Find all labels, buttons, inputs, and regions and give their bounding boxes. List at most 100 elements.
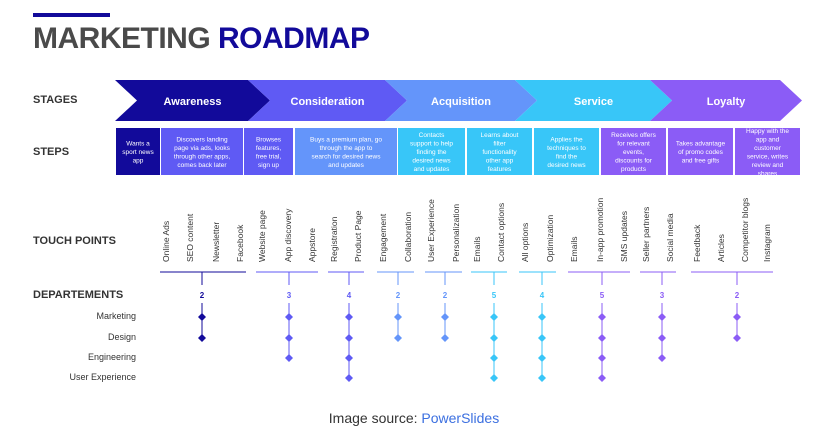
page-title: MARKETING ROADMAP xyxy=(33,22,370,56)
department-diamond-design xyxy=(598,334,606,342)
touch-point-label: Product Page xyxy=(353,210,363,262)
departments-label: DEPARTEMENTS xyxy=(33,289,124,301)
image-source: Image source: PowerSlides xyxy=(0,410,828,426)
department-count: 5 xyxy=(600,291,605,300)
step-text: Learns about filter functionality other app… xyxy=(481,132,519,173)
touch-point-label: SEO content xyxy=(185,213,195,262)
stage-label: Acquisition xyxy=(431,96,491,108)
touch-point-label: Articles xyxy=(716,234,726,262)
touch-point-label: Optimization xyxy=(545,214,555,262)
stage-chevron-consideration xyxy=(248,80,407,121)
touch-point-label: Collaboration xyxy=(403,212,413,262)
stage-chevron-acquisition xyxy=(385,80,537,121)
department-marketing: Marketing xyxy=(96,311,136,321)
stage-chevron-awareness xyxy=(115,80,270,121)
step-box xyxy=(161,128,243,175)
stage-label: Consideration xyxy=(291,96,365,108)
stage-label: Service xyxy=(574,96,613,108)
department-diamond-design xyxy=(538,334,546,342)
department-diamond-marketing xyxy=(733,313,741,321)
touch-points-label: TOUCH POINTS xyxy=(33,235,116,247)
department-diamond-marketing xyxy=(658,313,666,321)
department-diamond-design xyxy=(345,334,353,342)
step-text: Receives offers for relevant events, discou… xyxy=(611,132,656,173)
step-box xyxy=(116,128,160,175)
step-text: Buys a premium plan, go through the app t… xyxy=(310,136,382,169)
stage-label: Awareness xyxy=(164,96,222,108)
title-part-1: MARKETING xyxy=(33,22,218,55)
steps-label: STEPS xyxy=(33,146,70,158)
touch-point-label: User Experience xyxy=(426,199,436,262)
department-diamond-marketing xyxy=(394,313,402,321)
touch-point-label: Personalization xyxy=(451,204,461,262)
department-diamond-marketing xyxy=(345,313,353,321)
touch-point-label: SMS updates xyxy=(619,211,629,262)
department-diamond-design xyxy=(198,334,206,342)
department-diamond-marketing xyxy=(198,313,206,321)
source-link[interactable]: PowerSlides xyxy=(421,410,500,426)
touch-point-label: App discovery xyxy=(283,208,293,262)
touch-point-label: Seller partners xyxy=(641,207,651,262)
touch-point-label: Online Ads xyxy=(161,221,171,262)
touch-point-label: Emails xyxy=(569,236,579,262)
touch-point-label: Engagement xyxy=(378,213,388,262)
department-engineering: Engineering xyxy=(87,352,136,362)
roadmap-diagram: Awareness Consideration Acquisition Service… xyxy=(115,80,802,382)
step-text: Wants a sport news app xyxy=(122,141,154,165)
department-diamond-design xyxy=(658,334,666,342)
department-count: 4 xyxy=(347,291,352,300)
source-prefix: Image source: xyxy=(328,410,422,426)
step-text: Applies the techniques to find the desired … xyxy=(547,136,586,169)
stage-label: Loyalty xyxy=(707,96,746,108)
touch-point-label: All options xyxy=(520,223,530,262)
department-diamond-engineering xyxy=(598,354,606,362)
touch-point-label: Facebook xyxy=(235,224,245,262)
department-count: 3 xyxy=(287,291,292,300)
department-diamond-design xyxy=(733,334,741,342)
step-box xyxy=(467,128,532,175)
touch-point-label: Registration xyxy=(329,216,339,262)
step-box xyxy=(295,128,397,175)
title-accent-bar xyxy=(33,13,110,17)
stage-chevron-loyalty xyxy=(650,80,802,121)
touch-point-label: Feedback xyxy=(692,224,702,262)
step-text: Takes advantage of promo codes and free gi… xyxy=(676,141,726,165)
department-count: 3 xyxy=(660,291,665,300)
department-count: 4 xyxy=(540,291,545,300)
department-diamond-user-experience xyxy=(598,374,606,382)
department-diamond-engineering xyxy=(285,354,293,362)
department-diamond-marketing xyxy=(538,313,546,321)
touch-point-label: Social media xyxy=(665,213,675,262)
touch-point-label: Contact options xyxy=(496,203,506,262)
department-diamond-engineering xyxy=(345,354,353,362)
department-diamond-marketing xyxy=(490,313,498,321)
step-box xyxy=(534,128,599,175)
step-box xyxy=(398,128,465,175)
touch-point-label: Competitor blogs xyxy=(740,198,750,262)
touch-point-label: Emails xyxy=(472,236,482,262)
department-diamond-user-experience xyxy=(345,374,353,382)
department-diamond-design xyxy=(441,334,449,342)
touch-point-label: Newsletter xyxy=(211,222,221,262)
touch-point-label: Appstore xyxy=(307,228,317,262)
department-diamond-engineering xyxy=(490,354,498,362)
department-count: 2 xyxy=(396,291,401,300)
department-count: 5 xyxy=(492,291,497,300)
department-diamond-user-experience xyxy=(490,374,498,382)
step-box xyxy=(668,128,733,175)
step-box xyxy=(244,128,293,175)
department-diamond-marketing xyxy=(285,313,293,321)
department-user-experience: User Experience xyxy=(69,372,136,382)
stage-chevron-service xyxy=(515,80,672,121)
department-diamond-design xyxy=(490,334,498,342)
department-design: Design xyxy=(107,332,136,342)
step-text: Discovers landing page via ads, looks thro… xyxy=(174,136,231,169)
stages-label: STAGES xyxy=(33,94,78,106)
touch-point-label: Instagram xyxy=(762,224,772,262)
department-diamond-marketing xyxy=(441,313,449,321)
step-text: Happy with the app and customer service, wr… xyxy=(746,128,789,178)
step-text: Contacts support to help finding the desire… xyxy=(410,132,453,173)
department-diamond-marketing xyxy=(598,313,606,321)
title-part-2: ROADMAP xyxy=(218,22,370,55)
touch-point-label: In-app promotion xyxy=(595,197,605,262)
